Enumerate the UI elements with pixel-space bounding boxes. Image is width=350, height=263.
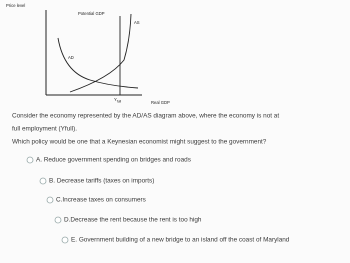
radio-button[interactable] xyxy=(54,216,62,224)
option-label: B. Decrease tariffs (taxes on imports) xyxy=(49,178,154,185)
y-axis-label: Price level xyxy=(6,3,25,8)
question-line: full employment (Yfull). xyxy=(12,126,77,133)
y-full-main: Y xyxy=(114,97,117,102)
question-line: Which policy would be one that a Keynesi… xyxy=(12,139,267,146)
ad-label: AD xyxy=(68,55,74,60)
radio-button[interactable] xyxy=(61,236,69,244)
options: A. Reduce government spending on bridges… xyxy=(26,156,290,244)
question-line: Consider the economy represented by the … xyxy=(12,113,279,120)
radio-button[interactable] xyxy=(39,177,47,185)
option[interactable]: A. Reduce government spending on bridges… xyxy=(26,156,191,164)
option[interactable]: E. Government building of a new bridge t… xyxy=(61,236,290,244)
ad-as-diagram: Price level Potential GDP AS AD Yfull Re… xyxy=(6,3,170,105)
option[interactable]: C.Increase taxes on consumers xyxy=(46,196,146,204)
potential-gdp-label: Potential GDP xyxy=(78,11,105,16)
question: Consider the economy represented by the … xyxy=(12,113,279,146)
radio-button[interactable] xyxy=(46,196,54,204)
option-label: A. Reduce government spending on bridges… xyxy=(36,157,191,164)
x-axis-label: Real GDP xyxy=(151,100,170,105)
option-label: D.Decrease the rent because the rent is … xyxy=(64,217,202,224)
ad-curve xyxy=(57,37,139,89)
radio-button[interactable] xyxy=(26,156,34,164)
y-full-label: Yfull xyxy=(114,97,121,103)
option-label: E. Government building of a new bridge t… xyxy=(71,237,290,244)
option[interactable]: B. Decrease tariffs (taxes on imports) xyxy=(39,177,154,185)
as-curve xyxy=(69,13,132,93)
option-label: C.Increase taxes on consumers xyxy=(56,197,146,204)
y-full-sub: full xyxy=(117,99,122,103)
option[interactable]: D.Decrease the rent because the rent is … xyxy=(54,216,202,224)
as-label: AS xyxy=(134,20,140,25)
